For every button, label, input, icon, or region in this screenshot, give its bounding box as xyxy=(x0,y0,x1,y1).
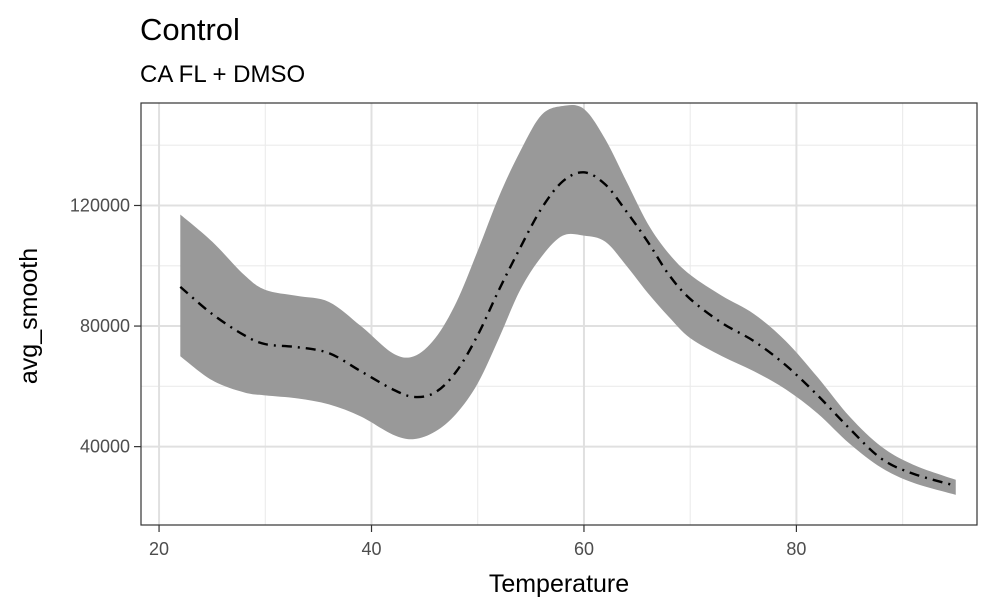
y-tick-label: 40000 xyxy=(80,437,130,457)
x-tick-label: 40 xyxy=(361,539,381,559)
x-axis-title: Temperature xyxy=(489,570,629,598)
smooth-line xyxy=(179,171,957,487)
x-tick-label: 80 xyxy=(786,539,806,559)
panel-border xyxy=(140,102,978,526)
x-tick-label: 60 xyxy=(574,539,594,559)
chart-title: Control xyxy=(140,12,240,47)
confidence-band xyxy=(180,105,956,495)
x-axis: 20 40 60 80 xyxy=(149,525,806,559)
x-tick-label: 20 xyxy=(149,539,169,559)
y-axis-title: avg_smooth xyxy=(15,248,43,384)
y-tick-label: 80000 xyxy=(80,316,130,336)
y-tick-label: 120000 xyxy=(70,195,130,215)
plot-area xyxy=(140,102,978,526)
chart-subtitle: CA FL + DMSO xyxy=(140,61,305,88)
y-axis: 40000 80000 120000 xyxy=(70,195,141,457)
